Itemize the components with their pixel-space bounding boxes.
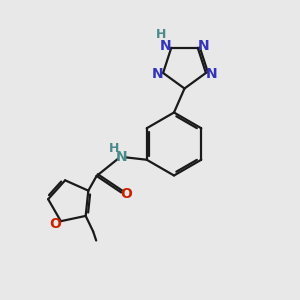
Text: N: N (160, 39, 172, 53)
Text: O: O (121, 187, 133, 201)
Text: N: N (152, 68, 164, 82)
Text: H: H (109, 142, 119, 155)
Text: N: N (197, 39, 209, 53)
Text: H: H (156, 28, 166, 41)
Text: N: N (116, 150, 127, 164)
Text: N: N (206, 68, 217, 82)
Text: O: O (49, 217, 61, 231)
